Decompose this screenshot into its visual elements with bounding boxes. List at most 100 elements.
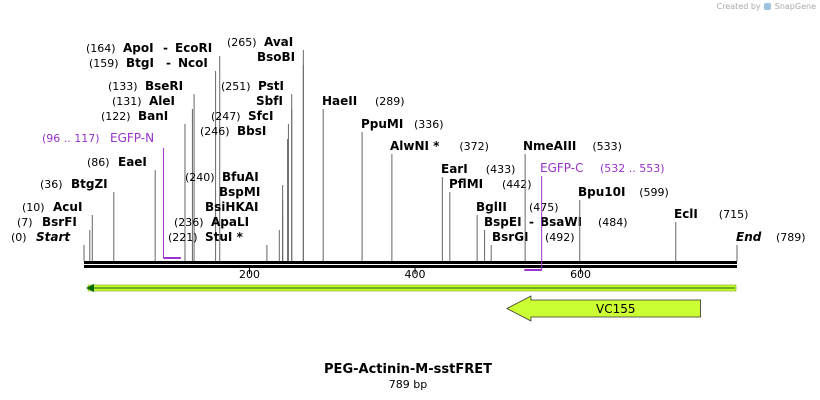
site-name: SfcI — [248, 109, 273, 123]
site-name: SbfI — [256, 94, 283, 108]
site-name: PstI — [258, 79, 284, 93]
site-dash: - — [166, 56, 171, 70]
watermark-prefix: Created by — [716, 2, 761, 11]
site-start[interactable]: (0) Start — [11, 230, 85, 261]
site-name: BtgI — [126, 56, 154, 70]
site-position: (247) — [211, 110, 241, 123]
site-position: (246) — [200, 125, 230, 138]
primer-label: EGFP-N — [110, 131, 154, 145]
site-dash: - — [163, 41, 168, 55]
primer-range: (96 .. 117) — [42, 132, 100, 145]
primer-label: EGFP-C — [540, 161, 583, 175]
site-bseri[interactable]: (133) BseRI — [108, 79, 195, 261]
site-bbsi[interactable]: (246) BbsI — [200, 124, 289, 261]
primer-egfp-c[interactable]: EGFP-C (532 .. 553) — [524, 161, 665, 271]
site-name-2: EcoRI — [175, 41, 212, 55]
site-name: EaeI — [118, 155, 147, 169]
site-bspei[interactable]: BspEI - BsaWI — [484, 215, 582, 261]
site-pflmi[interactable]: PflMI (442) — [449, 177, 532, 261]
site-btgi[interactable]: (159) BtgI - NcoI — [89, 56, 217, 261]
site-name: NmeAIII — [523, 139, 576, 153]
site-bfuai[interactable]: (240) BfuAI — [185, 170, 284, 261]
tick-label: 200 — [239, 268, 260, 281]
site-name: HaeII — [322, 94, 357, 108]
feature-arrow — [506, 295, 701, 322]
site-position: (475) — [529, 201, 559, 214]
site-position: (236) — [174, 216, 204, 229]
site-name-2: NcoI — [178, 56, 208, 70]
site-position: (442) — [502, 178, 532, 191]
primer-egfp-n[interactable]: (96 .. 117) EGFP-N — [42, 131, 181, 259]
site-nmeaiii[interactable]: NmeAIII (533) — [523, 139, 622, 261]
site-bani[interactable]: (122) BanI — [101, 109, 186, 261]
site-name: BsrFI — [42, 215, 77, 229]
site-position: (492) — [545, 231, 575, 244]
site-alei[interactable]: (131) AleI — [112, 94, 193, 261]
site-position-bspei_pos: (484) — [598, 216, 628, 229]
orf-arrow — [86, 284, 737, 292]
site-name: ApaLI — [211, 215, 249, 229]
site-position: (240) — [185, 171, 215, 184]
site-eari[interactable]: EarI (433) — [441, 162, 515, 261]
site-acui[interactable]: (10) AcuI — [22, 200, 93, 261]
site-stui[interactable]: (221) StuI * — [168, 230, 268, 261]
orf-arrowhead-icon — [86, 284, 94, 292]
site-name: BanI — [138, 109, 168, 123]
site-name: AleI — [149, 94, 175, 108]
site-name: EarI — [441, 162, 468, 176]
snapgene-logo-icon — [764, 3, 772, 10]
site-eaei[interactable]: (86) EaeI — [87, 155, 156, 261]
features[interactable]: VC155 — [506, 295, 701, 322]
primers[interactable]: (96 .. 117) EGFP-N EGFP-C (532 .. 553) — [42, 131, 665, 271]
site-position: (715) — [719, 208, 749, 221]
site-position: (289) — [375, 95, 405, 108]
site-position: (122) — [101, 110, 131, 123]
site-bsrfi[interactable]: (7) BsrFI — [17, 215, 91, 261]
site-name: PflMI — [449, 177, 483, 191]
site-position: (0) — [11, 231, 27, 244]
site-bglii[interactable]: BglII (475) — [476, 200, 559, 261]
site-position: (131) — [112, 95, 142, 108]
site-sfci[interactable]: (247) SfcI — [211, 109, 289, 261]
map-title: PEG-Actinin-M-sstFRET — [324, 362, 492, 377]
site-name: StuI * — [205, 230, 244, 244]
restriction-sites: (0) Start(7) BsrFI(10) AcuI (36) BtgZI (86) Eae… — [11, 35, 806, 261]
site-position: (221) — [168, 231, 198, 244]
site-position: (86) — [87, 156, 110, 169]
site-haeii[interactable]: HaeII (289) — [322, 94, 405, 261]
site-name: BsoBI — [257, 50, 295, 64]
site-alwni[interactable]: AlwNI * (372) — [390, 139, 489, 261]
backbone-bottom-strand — [84, 265, 737, 268]
watermark-brand: SnapGene — [774, 2, 816, 11]
site-position: (789) — [776, 231, 806, 244]
site-name: End — [736, 230, 762, 244]
site-position: (164) — [86, 42, 116, 55]
site-ppumi[interactable]: PpuMI (336) — [361, 117, 444, 261]
site-name: BseRI — [145, 79, 183, 93]
site-avai[interactable]: (265) AvaI — [227, 35, 304, 261]
site-psti[interactable]: (251) PstI — [221, 79, 293, 261]
site-position: (372) — [459, 140, 489, 153]
site-name: AcuI — [53, 200, 82, 214]
tick-label: 400 — [405, 268, 426, 281]
site-apali[interactable]: (236) ApaLI — [174, 215, 280, 261]
site-ecli[interactable]: EclI (715) — [674, 207, 748, 261]
site-bsrgi[interactable]: BsrGI (492) — [490, 230, 575, 261]
site-bpu10i[interactable]: Bpu10I (599) — [578, 185, 669, 261]
site-position: (533) — [592, 140, 622, 153]
site-name: EclI — [674, 207, 698, 221]
site-name-2: BsaWI — [540, 215, 582, 229]
site-btgzi[interactable]: (36) BtgZI — [40, 177, 115, 261]
site-position: (133) — [108, 80, 138, 93]
site-apoi[interactable]: (164) ApoI - EcoRI — [86, 41, 221, 261]
site-name: BsrGI — [492, 230, 529, 244]
site-end[interactable]: End (789) — [736, 230, 806, 261]
feature-vc155[interactable]: VC155 — [506, 295, 701, 322]
map-length: 789 bp — [389, 378, 427, 391]
site-dash: - — [529, 215, 534, 229]
site-name: BsiHKAI — [205, 200, 259, 214]
backbone-top-strand — [84, 261, 737, 264]
site-position: (36) — [40, 178, 63, 191]
site-name: BglII — [476, 200, 507, 214]
